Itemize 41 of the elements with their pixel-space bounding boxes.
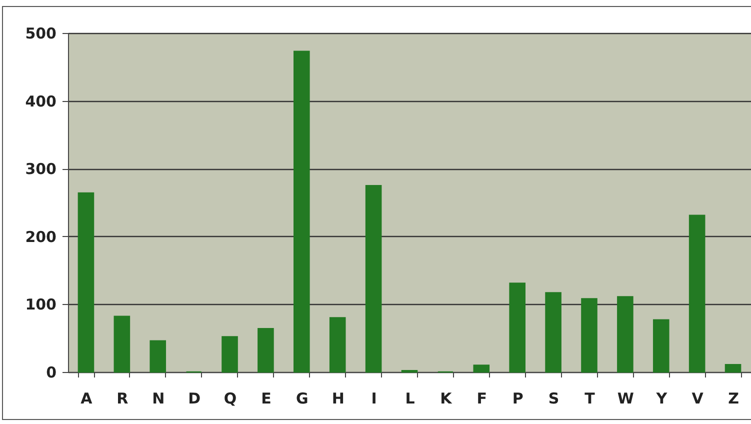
x-tick-label: Q (224, 390, 237, 408)
y-tick-label: 100 (25, 296, 56, 314)
x-tick-label: R (116, 390, 129, 408)
x-tick-label: L (405, 390, 416, 408)
x-tick-label: D (188, 390, 201, 408)
bar (473, 364, 490, 373)
bar (652, 319, 670, 373)
bar (688, 214, 706, 373)
bar (150, 340, 166, 373)
x-tick-label: W (617, 390, 634, 408)
bar (581, 298, 598, 373)
x-tick-label: E (261, 390, 272, 408)
bar (724, 364, 742, 373)
y-tick-label: 500 (25, 24, 56, 42)
x-tick-label: A (80, 390, 93, 408)
x-tick-label: P (512, 390, 524, 408)
bar (114, 316, 130, 373)
y-tick-label: 400 (25, 92, 56, 110)
x-tick-label: V (692, 390, 704, 408)
bar (294, 50, 310, 373)
x-tick-label: Z (728, 390, 740, 408)
bar (545, 292, 562, 373)
y-tick-label: 200 (25, 228, 56, 246)
x-tick-label: S (548, 390, 560, 408)
bar (78, 192, 94, 373)
x-tick-label: T (584, 390, 596, 408)
x-tick-label: N (152, 390, 165, 408)
bar (617, 296, 634, 373)
y-tick-label: 0 (46, 364, 56, 382)
bar (365, 184, 382, 373)
bar (222, 336, 238, 373)
x-tick-label: G (296, 390, 308, 408)
bar (258, 328, 274, 373)
y-tick-label: 300 (25, 160, 56, 178)
x-tick-label: F (476, 390, 488, 408)
x-tick-label: H (332, 390, 344, 408)
x-tick-label: K (440, 390, 454, 408)
x-tick-label: I (371, 390, 377, 408)
bar (509, 282, 526, 373)
x-tick-label: Y (655, 390, 668, 408)
bar (329, 317, 346, 373)
